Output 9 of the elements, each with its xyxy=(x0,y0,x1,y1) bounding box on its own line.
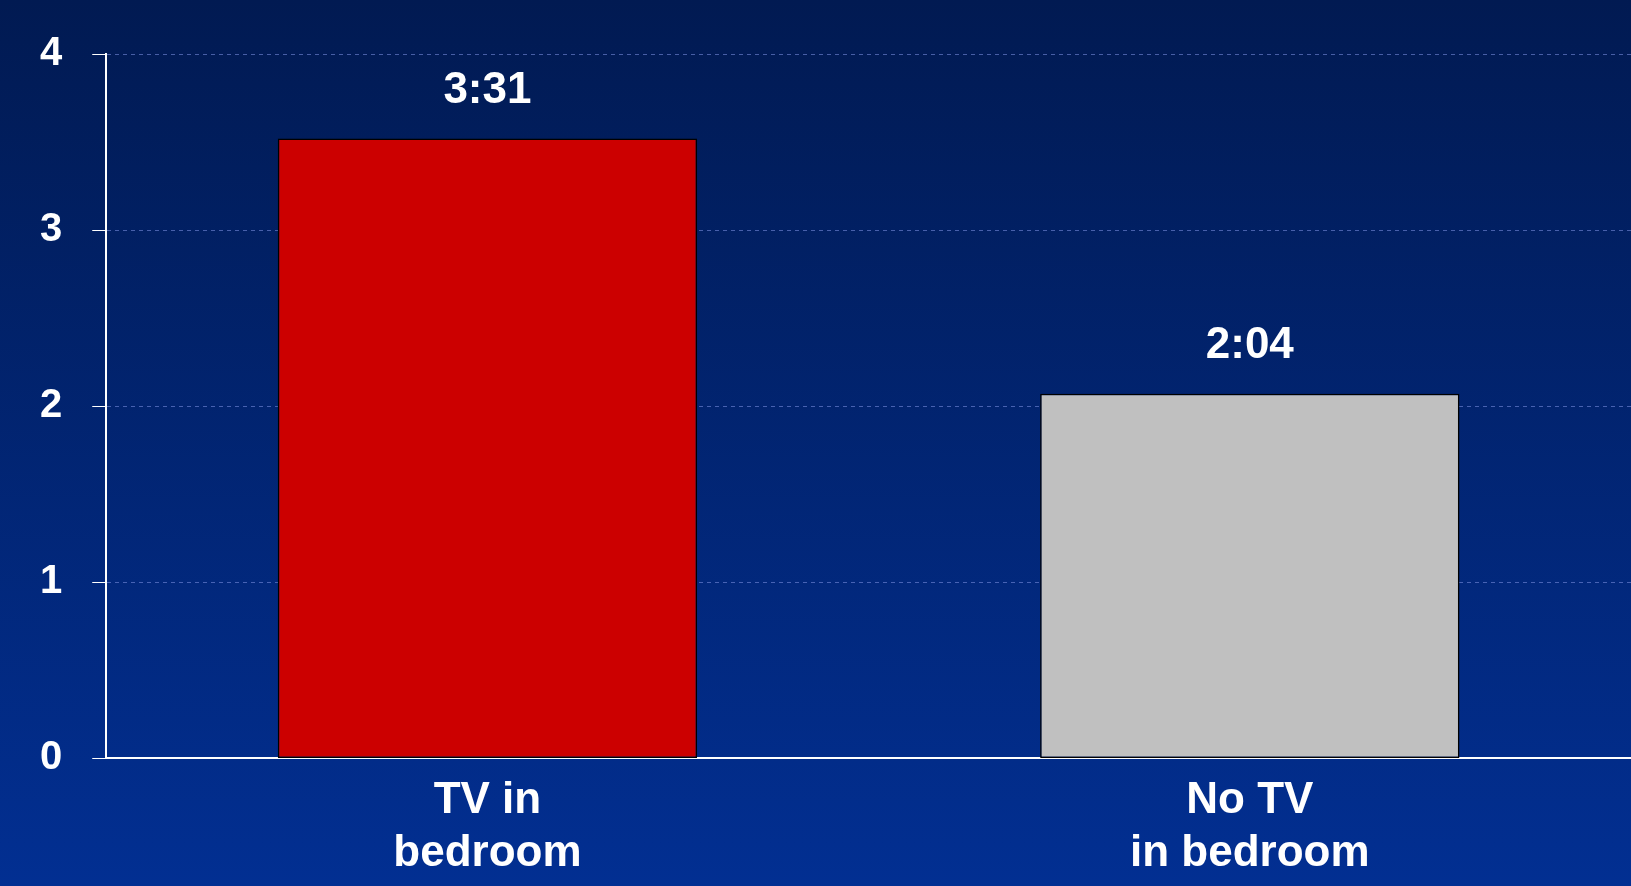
data-label: 3:31 xyxy=(443,62,532,112)
y-tick-label: 1 xyxy=(40,557,63,602)
x-tick-label: No TV in bedroom xyxy=(1130,772,1370,875)
y-tick-label: 0 xyxy=(40,733,63,778)
data-label: 2:04 xyxy=(1205,318,1295,368)
y-tick-label: 4 xyxy=(40,29,63,74)
y-tick-label: 2 xyxy=(40,381,63,426)
y-tick-label: 3 xyxy=(40,205,63,250)
x-tick-label: TV in bedroom xyxy=(393,772,582,875)
